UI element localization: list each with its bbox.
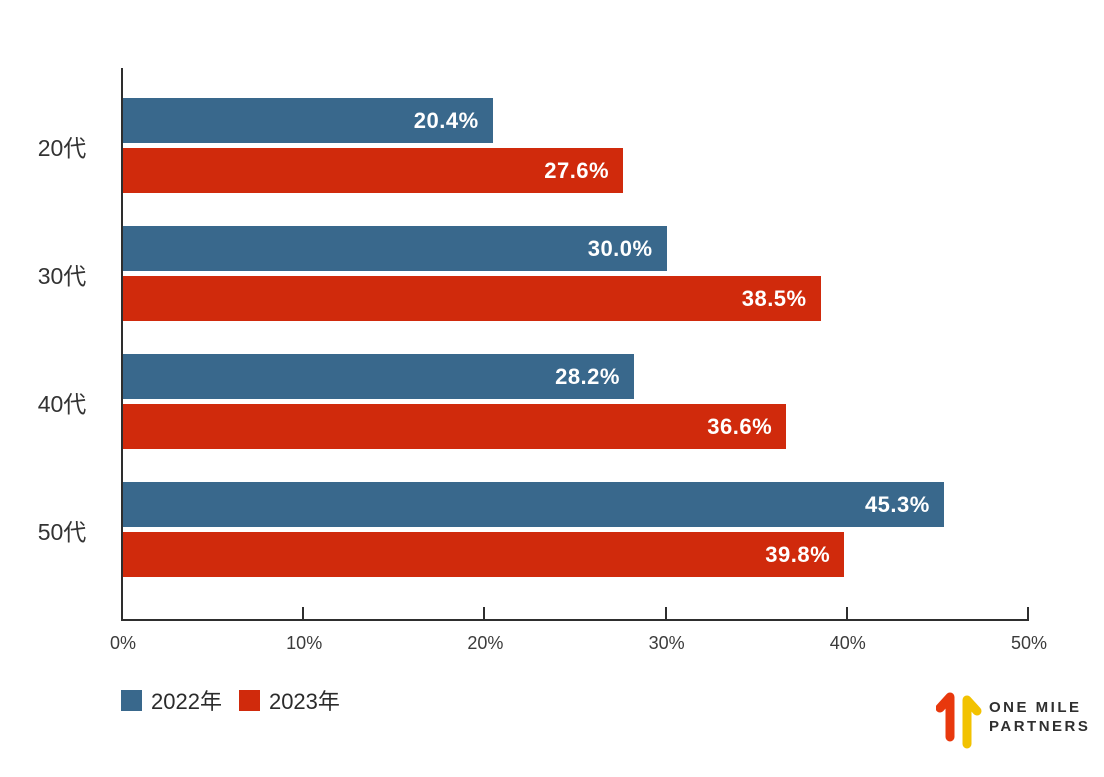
bar-2023年-50代: 39.8%	[123, 532, 845, 577]
bar-2023年-40代: 36.6%	[123, 404, 787, 449]
bar-2022年-30代: 30.0%	[123, 226, 667, 271]
legend: 2022年 2023年	[121, 684, 357, 716]
bar-2022年-50代: 45.3%	[123, 482, 944, 527]
bar-value-label: 28.2%	[555, 363, 620, 389]
bar-value-label: 30.0%	[587, 235, 653, 261]
bar-value-label: 20.4%	[413, 107, 479, 133]
legend-label-2022: 2022年	[151, 689, 222, 714]
bar-value-label: 38.5%	[741, 285, 807, 311]
legend-swatch-2023	[238, 689, 260, 711]
x-axis-line	[121, 619, 1029, 621]
bar-value-label: 36.6%	[707, 413, 773, 439]
legend-item-2022: 2022年	[121, 684, 222, 716]
x-tick-mark	[483, 607, 486, 619]
bar-value-label: 45.3%	[864, 491, 930, 517]
x-tick-label: 20%	[467, 633, 504, 653]
x-tick-mark	[664, 607, 667, 619]
x-tick-label: 10%	[286, 633, 323, 653]
logo-arrows-icon	[936, 692, 982, 749]
logo-text-line1: ONE MILE	[989, 699, 1082, 716]
bar-2022年-40代: 28.2%	[123, 354, 634, 399]
category-label: 20代	[37, 134, 87, 161]
one-mile-partners-logo: ONE MILE PARTNERS	[936, 684, 1090, 750]
logo-text-line2: PARTNERS	[989, 718, 1091, 735]
x-tick-label: 30%	[648, 633, 685, 653]
logo-text: ONE MILE PARTNERS	[989, 698, 1090, 736]
x-tick-mark	[302, 607, 305, 619]
x-tick-label: 40%	[829, 633, 866, 653]
bar-value-label: 39.8%	[765, 541, 831, 567]
x-tick-mark	[845, 607, 848, 619]
bar-2023年-20代: 27.6%	[123, 148, 624, 193]
y-axis-line	[121, 68, 123, 621]
bar-2022年-20代: 20.4%	[123, 98, 493, 143]
category-label: 40代	[37, 390, 87, 417]
x-tick-label: 0%	[109, 633, 137, 653]
legend-label-2023: 2023年	[268, 689, 340, 714]
category-label: 50代	[37, 518, 87, 545]
category-label: 30代	[37, 262, 87, 289]
x-tick-mark	[1027, 607, 1029, 619]
x-tick-label: 50%	[1010, 633, 1048, 653]
legend-swatch-2022	[121, 689, 142, 711]
bar-value-label: 27.6%	[544, 157, 610, 183]
bar-2023年-30代: 38.5%	[123, 276, 821, 321]
legend-item-2023: 2023年	[238, 684, 340, 716]
